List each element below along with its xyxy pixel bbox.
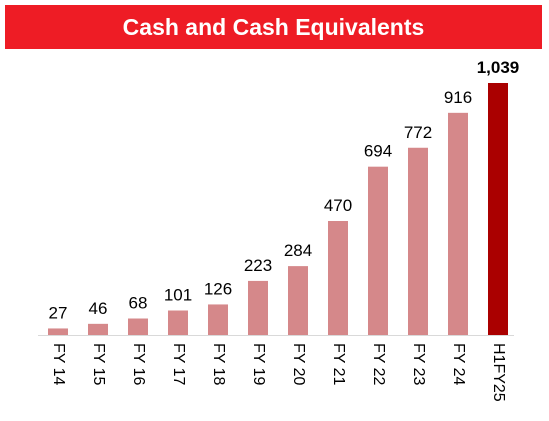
bar-fy21 (328, 221, 348, 335)
x-tick-label: FY 15 (90, 343, 107, 386)
x-tick-label: FY 22 (370, 343, 387, 386)
data-label: 470 (324, 196, 352, 215)
bar-fy20 (288, 266, 308, 335)
x-tick-label: FY 23 (410, 343, 427, 386)
data-label: 1,039 (477, 58, 520, 77)
data-label: 27 (49, 303, 68, 322)
bar-fy18 (208, 304, 228, 335)
x-tick-label: FY 18 (210, 343, 227, 386)
data-label: 916 (444, 88, 472, 107)
x-tick-label: FY 17 (170, 343, 187, 386)
bar-fy19 (248, 280, 268, 335)
title-banner: Cash and Cash Equivalents (5, 5, 542, 49)
x-tick-label: FY 16 (130, 343, 147, 386)
x-tick-label: FY 20 (290, 343, 307, 386)
x-tick-label: H1FY25 (490, 343, 507, 402)
data-label: 694 (364, 142, 392, 161)
x-tick-label: FY 21 (330, 343, 347, 386)
data-label: 772 (404, 123, 432, 142)
x-tick-label: FY 24 (450, 343, 467, 386)
data-label: 68 (129, 294, 148, 313)
data-label: 223 (244, 256, 272, 275)
chart-title: Cash and Cash Equivalents (122, 13, 425, 40)
bar-fy16 (128, 318, 148, 335)
data-label: 46 (89, 299, 108, 318)
bar-h1fy25 (488, 83, 508, 335)
bar-fy23 (408, 147, 428, 335)
bar-fy17 (168, 310, 188, 335)
x-tick-label: FY 19 (250, 343, 267, 386)
data-label: 284 (284, 241, 312, 260)
bar-fy14 (48, 328, 68, 335)
bar-fy24 (448, 112, 468, 335)
data-label: 126 (204, 279, 232, 298)
bar-fy22 (368, 166, 388, 335)
x-tick-label: FY 14 (50, 343, 67, 386)
data-label: 101 (164, 286, 192, 305)
bar-fy15 (88, 323, 108, 335)
